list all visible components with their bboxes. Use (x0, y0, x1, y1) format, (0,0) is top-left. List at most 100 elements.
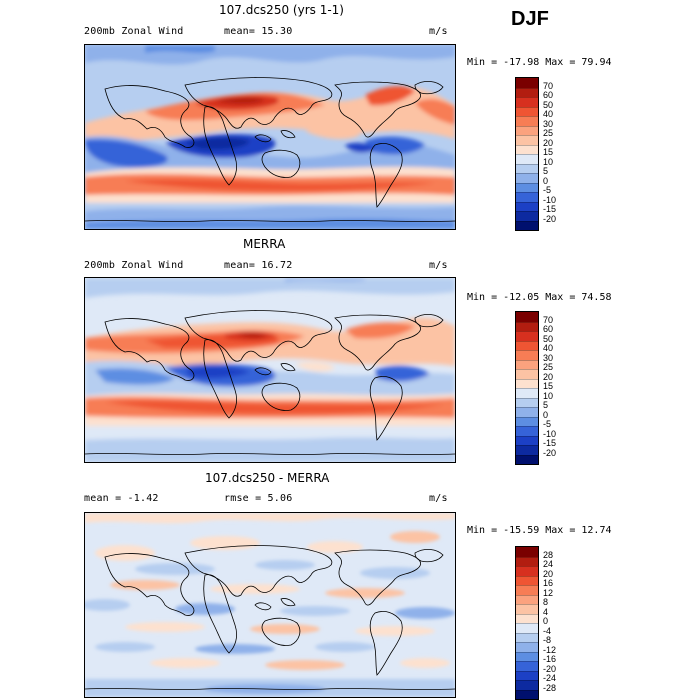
colorbar-tick-label: 25 (543, 128, 554, 138)
colorbar-tick-label: 0 (543, 616, 549, 626)
colorbar-tick-label: 15 (543, 381, 554, 391)
colorbar-tick-label: -15 (543, 438, 557, 448)
colorbar-swatch (516, 594, 538, 604)
colorbar-swatch (516, 144, 538, 154)
colorbar-tick-label: 5 (543, 400, 549, 410)
coastline-outline (85, 545, 455, 690)
colorbar-swatch (516, 632, 538, 642)
colorbar-tick-label: -10 (543, 428, 557, 439)
colorbar-swatch (516, 416, 538, 426)
colorbar-tick-label: 60 (543, 90, 554, 100)
colorbar-swatch (516, 585, 538, 595)
colorbar-tick-label: 10 (543, 156, 554, 167)
colorbar-swatch (516, 359, 538, 369)
colorbar-tick-label: 60 (543, 324, 554, 334)
colorbar-swatch (516, 369, 538, 379)
colorbar-tick-label: 40 (543, 109, 554, 119)
colorbar-tick-label: 28 (543, 549, 554, 560)
colorbar-tick-label: 24 (543, 559, 554, 569)
colorbar-swatch (516, 220, 538, 230)
colorbar-swatch (516, 78, 538, 88)
colorbar-swatch (516, 566, 538, 576)
panel-1-map (84, 44, 456, 230)
colorbar-tick-label: -4 (543, 625, 552, 636)
colorbar-swatch (516, 435, 538, 445)
colorbar-swatch (516, 407, 538, 417)
colorbar-tick-label: -20 (543, 447, 557, 458)
colorbar-tick-label: -15 (543, 204, 557, 214)
colorbar-tick-label: -20 (543, 213, 557, 224)
colorbar-swatch (516, 651, 538, 661)
colorbar-tick-label: 30 (543, 118, 554, 129)
colorbar-swatch (516, 182, 538, 192)
colorbar-swatch (516, 575, 538, 585)
colorbar-swatch (516, 173, 538, 183)
colorbar-swatch (516, 556, 538, 566)
colorbar-tick-label: -5 (543, 419, 552, 429)
colorbar-swatch (516, 642, 538, 652)
colorbar-tick-label: 40 (543, 343, 554, 353)
panel-2-units: m/s (429, 260, 448, 271)
colorbar-tick-label: 16 (543, 578, 554, 588)
colorbar-tick-label: -10 (543, 194, 557, 205)
colorbar-swatch (516, 388, 538, 398)
colorbar-tick-label: -24 (543, 673, 557, 683)
panel-1-colorbar-swatches (515, 77, 539, 231)
colorbar-tick-label: 50 (543, 99, 554, 110)
colorbar-swatch (516, 163, 538, 173)
colorbar-tick-label: 70 (543, 314, 554, 325)
colorbar-tick-label: 10 (543, 390, 554, 401)
colorbar-swatch (516, 135, 538, 145)
panel-3-units: m/s (429, 493, 448, 504)
panel-3-rmse: rmse = 5.06 (224, 493, 293, 504)
colorbar-swatch (516, 604, 538, 614)
colorbar-swatch (516, 350, 538, 360)
colorbar-swatch (516, 397, 538, 407)
colorbar-swatch (516, 211, 538, 221)
panel-3-mean: mean = -1.42 (84, 493, 159, 504)
panel-2-variable-label: 200mb Zonal Wind (84, 260, 184, 271)
colorbar-tick-label: -20 (543, 663, 557, 674)
panel-2-minmax: Min = -12.05 Max = 74.58 (467, 292, 612, 303)
panel-3-minmax: Min = -15.59 Max = 12.74 (467, 525, 612, 536)
colorbar-swatch (516, 454, 538, 464)
colorbar-tick-label: 30 (543, 352, 554, 363)
colorbar-tick-label: 4 (543, 606, 549, 617)
panel-2-mean: mean= 16.72 (224, 260, 293, 271)
colorbar-swatch (516, 116, 538, 126)
colorbar-swatch (516, 613, 538, 623)
colorbar-tick-label: 20 (543, 371, 554, 382)
colorbar-tick-label: 5 (543, 166, 549, 176)
colorbar-swatch (516, 680, 538, 690)
colorbar-tick-label: 20 (543, 568, 554, 579)
colorbar-swatch (516, 547, 538, 557)
panel-3-map (84, 512, 456, 698)
colorbar-tick-label: 0 (543, 409, 549, 420)
colorbar-swatch (516, 87, 538, 97)
panel-2-colorbar-swatches (515, 311, 539, 465)
colorbar-tick-label: -8 (543, 635, 552, 645)
colorbar-swatch (516, 192, 538, 202)
coastline-outline (85, 310, 455, 455)
colorbar-swatch (516, 445, 538, 455)
colorbar-swatch (516, 125, 538, 135)
panel-1-minmax: Min = -17.98 Max = 79.94 (467, 57, 612, 68)
coastline-outline (85, 77, 455, 222)
colorbar-tick-label: -28 (543, 682, 557, 693)
colorbar-swatch (516, 670, 538, 680)
colorbar-swatch (516, 661, 538, 671)
colorbar-swatch (516, 321, 538, 331)
colorbar-tick-label: 15 (543, 147, 554, 157)
colorbar-tick-label: 12 (543, 587, 554, 598)
colorbar-tick-label: -12 (543, 644, 557, 655)
colorbar-swatch (516, 312, 538, 322)
colorbar-swatch (516, 378, 538, 388)
colorbar-swatch (516, 154, 538, 164)
colorbar-tick-label: 8 (543, 597, 549, 607)
panel-1-variable-label: 200mb Zonal Wind (84, 26, 184, 37)
colorbar-tick-label: 50 (543, 333, 554, 344)
colorbar-swatch (516, 340, 538, 350)
panel-1-units: m/s (429, 26, 448, 37)
colorbar-tick-label: 20 (543, 137, 554, 148)
panel-1-mean: mean= 15.30 (224, 26, 293, 37)
